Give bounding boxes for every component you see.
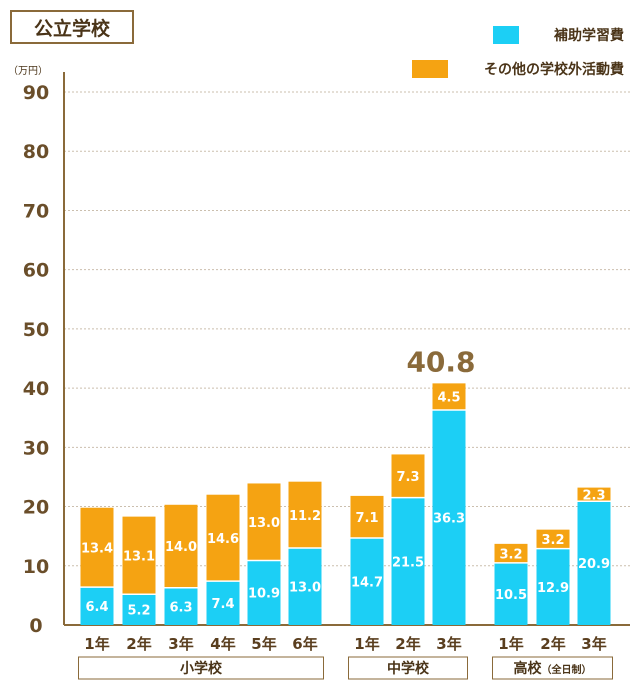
data-label: 13.1 <box>123 549 155 564</box>
y-tick-label: 90 <box>23 82 49 104</box>
y-tick-label: 30 <box>23 437 49 459</box>
y-tick-label: 50 <box>23 319 49 341</box>
x-tick-label: 3年 <box>581 635 606 653</box>
data-label: 13.4 <box>81 541 113 556</box>
group-label: 中学校 <box>387 660 430 677</box>
bar-segment-その他の学校外活動費 <box>122 516 156 595</box>
x-tick-label: 3年 <box>436 635 461 653</box>
data-label: 14.7 <box>351 575 383 590</box>
y-tick-label: 10 <box>23 556 49 578</box>
data-label: 3.2 <box>541 533 564 548</box>
bar-segment-補助学習費 <box>122 594 156 625</box>
y-unit-label: （万円） <box>8 65 48 77</box>
y-tick-label: 80 <box>23 141 49 163</box>
group-label-box <box>78 656 324 680</box>
data-label: 12.9 <box>537 581 569 596</box>
data-label: 4.5 <box>437 391 460 406</box>
bar-segment-その他の学校外活動費 <box>164 504 198 588</box>
bars: 6.4 13.4 5.2 13.1 6.3 14.0 7.4 14.6 10.9 13.0 13.0… <box>80 383 611 625</box>
bar-segment-その他の学校外活動費 <box>577 487 611 502</box>
x-tick-label: 3年 <box>168 635 193 653</box>
bar-segment-補助学習費 <box>80 587 114 625</box>
bar-segment-補助学習費 <box>164 587 198 625</box>
data-label: 14.0 <box>165 540 197 555</box>
data-label: 7.3 <box>396 470 419 485</box>
data-label: 11.2 <box>289 509 321 524</box>
legend-swatch <box>493 26 519 44</box>
bar-segment-補助学習費 <box>391 497 425 625</box>
legend-label: その他の学校外活動費 <box>484 61 624 78</box>
group-label-box <box>348 656 468 680</box>
y-tick-label: 60 <box>23 260 49 282</box>
data-label: 5.2 <box>127 604 150 619</box>
data-label: 10.9 <box>248 587 280 602</box>
bar-segment-補助学習費 <box>432 410 466 625</box>
gridlines <box>64 91 630 567</box>
group-label: 小学校 <box>180 660 223 677</box>
x-tick-label: 2年 <box>540 635 565 653</box>
data-label: 13.0 <box>289 581 321 596</box>
bar-segment-その他の学校外活動費 <box>391 454 425 498</box>
y-tick-label: 70 <box>23 200 49 222</box>
bar-segment-補助学習費 <box>494 562 528 625</box>
legend-swatch <box>412 60 448 78</box>
data-label: 14.6 <box>207 532 239 547</box>
y-tick-label: 20 <box>23 497 49 519</box>
total-callout: 40.8 <box>406 345 475 378</box>
bar-segment-その他の学校外活動費 <box>206 494 240 582</box>
data-label: 13.0 <box>248 516 280 531</box>
bar-segment-補助学習費 <box>206 581 240 625</box>
bar-segment-補助学習費 <box>350 537 384 625</box>
bar-segment-その他の学校外活動費 <box>494 543 528 563</box>
x-tick-label: 2年 <box>395 635 420 653</box>
x-tick-label: 1年 <box>354 635 379 653</box>
x-tick-label: 1年 <box>498 635 523 653</box>
data-label: 2.3 <box>582 488 605 503</box>
bar-segment-その他の学校外活動費 <box>432 383 466 411</box>
x-tick-label: 6年 <box>292 635 317 653</box>
group-label-box <box>492 656 613 680</box>
data-label: 10.5 <box>495 588 527 603</box>
bar-segment-補助学習費 <box>247 560 281 625</box>
bar-segment-その他の学校外活動費 <box>536 529 570 549</box>
data-label: 7.4 <box>211 597 234 612</box>
data-label: 6.4 <box>85 600 108 615</box>
y-tick-label: 40 <box>23 378 49 400</box>
legend-label: 補助学習費 <box>553 27 624 44</box>
data-label: 6.3 <box>169 600 192 615</box>
x-tick-label: 2年 <box>126 635 151 653</box>
group-sublabel: （全日制） <box>542 663 592 676</box>
data-label: 20.9 <box>578 557 610 572</box>
bar-segment-その他の学校外活動費 <box>247 483 281 561</box>
bar-segment-補助学習費 <box>577 501 611 625</box>
bar-segment-補助学習費 <box>536 548 570 625</box>
data-label: 7.1 <box>355 511 378 526</box>
x-tick-label: 4年 <box>210 635 235 653</box>
x-tick-label: 1年 <box>84 635 109 653</box>
bar-segment-その他の学校外活動費 <box>350 495 384 538</box>
group-labels: 小学校 中学校 高校（全日制） <box>78 656 613 680</box>
bar-segment-その他の学校外活動費 <box>288 481 322 549</box>
bar-segment-その他の学校外活動費 <box>80 507 114 588</box>
x-tick-label: 5年 <box>251 635 276 653</box>
data-label: 3.2 <box>499 547 522 562</box>
y-axis: 0 10 20 30 40 50 60 70 80 90 <box>23 72 630 637</box>
chart-title: 公立学校 <box>10 10 134 44</box>
data-label: 36.3 <box>433 512 465 527</box>
y-tick-label: 0 <box>29 615 42 637</box>
x-axis: 1年 2年 3年 4年 5年 6年 1年 2年 3年 1年 2年 3年 <box>84 635 606 653</box>
bar-segment-補助学習費 <box>288 548 322 625</box>
data-label: 21.5 <box>392 555 424 570</box>
group-label: 高校（全日制） <box>514 660 592 677</box>
